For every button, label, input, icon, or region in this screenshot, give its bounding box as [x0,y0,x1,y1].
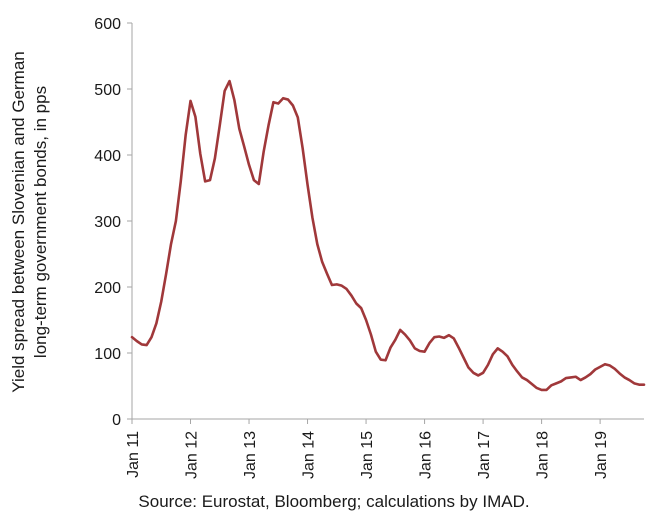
y-axis-title-line-2: long-term government bonds, in pps [31,86,50,358]
x-tick-label: Jan 11 [125,431,142,478]
series-layer [130,79,646,392]
x-tick-label: Jan 16 [418,431,435,479]
y-axis-title-line-1: Yield spread between Slovenian and Germa… [9,51,28,392]
yield-spread-series-line [130,79,646,392]
y-tick-label: 100 [94,346,121,363]
x-axis-ticks: Jan 11 Jan 12 Jan 13 Jan 14 Jan 15 Jan 16 Jan … [125,419,610,479]
y-tick-label: 200 [94,280,121,297]
y-axis-ticks: 0 100 200 300 400 500 600 [94,16,132,429]
y-tick-label: 500 [94,82,121,99]
x-tick-label: Jan 12 [184,431,201,479]
x-tick-label: Jan 15 [359,431,376,479]
x-tick-label: Jan 13 [242,431,259,479]
y-tick-label: 600 [94,16,121,33]
y-tick-label: 0 [112,412,121,429]
x-tick-label: Jan 14 [301,431,318,479]
y-tick-label: 300 [94,214,121,231]
x-tick-label: Jan 17 [476,431,493,479]
source-note: Source: Eurostat, Bloomberg; calculation… [138,492,530,511]
x-tick-label: Jan 18 [535,431,552,479]
y-tick-label: 400 [94,148,121,165]
x-tick-label: Jan 19 [593,431,610,479]
